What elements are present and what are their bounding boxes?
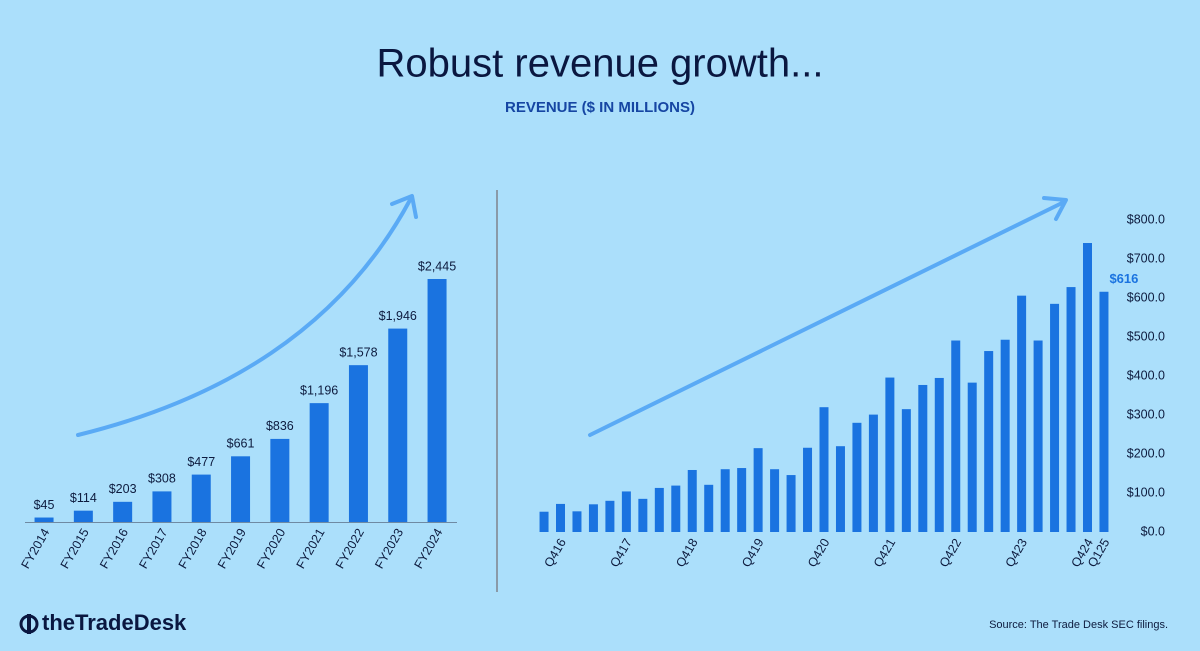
bar: [539, 511, 549, 532]
bar: [1033, 340, 1043, 532]
bar: [605, 500, 615, 532]
bar: [753, 448, 763, 532]
bar: [113, 501, 133, 522]
y-tick-label: $100.0: [1127, 485, 1165, 499]
y-tick-label: $800.0: [1127, 212, 1165, 226]
bar: [556, 503, 566, 532]
bar: [152, 491, 172, 522]
bar: [1066, 287, 1076, 532]
bar: [951, 340, 961, 532]
bar: [868, 414, 878, 532]
bar: [427, 279, 447, 522]
y-tick-label: $500.0: [1127, 329, 1165, 343]
bar: [704, 484, 714, 532]
value-label: $477: [187, 455, 215, 469]
y-tick-label: $400.0: [1127, 368, 1165, 382]
bar: [572, 511, 582, 532]
bar: [621, 491, 631, 532]
bar: [1017, 295, 1027, 532]
bar: [73, 510, 93, 522]
subtitle: REVENUE ($ IN MILLIONS): [505, 99, 695, 116]
bar: [885, 377, 895, 532]
slide-title: Robust revenue growth...: [377, 42, 824, 86]
logo-icon: [19, 614, 39, 634]
bar: [34, 517, 54, 522]
bar: [1050, 303, 1060, 532]
value-label: $836: [266, 419, 294, 433]
value-label: $45: [34, 498, 55, 512]
value-label: $308: [148, 472, 176, 486]
bar: [770, 469, 780, 532]
arrow-head: [390, 194, 418, 219]
y-tick-label: $600.0: [1127, 290, 1165, 304]
value-label: $2,445: [418, 259, 456, 273]
logo-text: theTradeDesk: [42, 610, 187, 635]
arrow-head: [1042, 196, 1068, 221]
bar: [671, 485, 681, 532]
bar: [191, 474, 211, 522]
bar: [819, 407, 829, 532]
value-label: $203: [109, 482, 137, 496]
bar: [231, 456, 251, 522]
source-note: Source: The Trade Desk SEC filings.: [989, 619, 1168, 631]
y-tick-label: $300.0: [1127, 407, 1165, 421]
bar: [588, 504, 598, 532]
bar: [309, 403, 329, 522]
value-label: $1,578: [339, 345, 377, 359]
value-label: $114: [70, 491, 97, 505]
bar: [967, 382, 977, 532]
bar: [348, 365, 368, 522]
bar: [687, 469, 697, 532]
y-tick-label: $200.0: [1127, 446, 1165, 460]
bar: [737, 468, 747, 532]
value-label: $1,196: [300, 383, 338, 397]
bar: [984, 351, 994, 532]
bar: [638, 498, 648, 532]
bar: [720, 469, 730, 532]
trend-arrow: [588, 200, 1066, 437]
bar: [934, 377, 944, 532]
value-label: $661: [227, 437, 255, 451]
bar: [803, 447, 813, 532]
bar: [1000, 339, 1010, 532]
bar: [388, 328, 408, 522]
bar: [786, 475, 796, 532]
value-label: $616: [1109, 271, 1138, 286]
bar: [1082, 243, 1092, 532]
bar: [654, 487, 664, 532]
bar: [852, 422, 862, 532]
bar: [270, 438, 290, 522]
y-tick-label: $0.0: [1141, 524, 1165, 538]
y-tick-label: $700.0: [1127, 251, 1165, 265]
bar: [835, 446, 845, 532]
value-label: $1,946: [379, 309, 417, 323]
trend-arrow: [76, 198, 412, 437]
bar: [1099, 291, 1109, 532]
bar: [918, 384, 928, 532]
bar: [901, 409, 911, 532]
